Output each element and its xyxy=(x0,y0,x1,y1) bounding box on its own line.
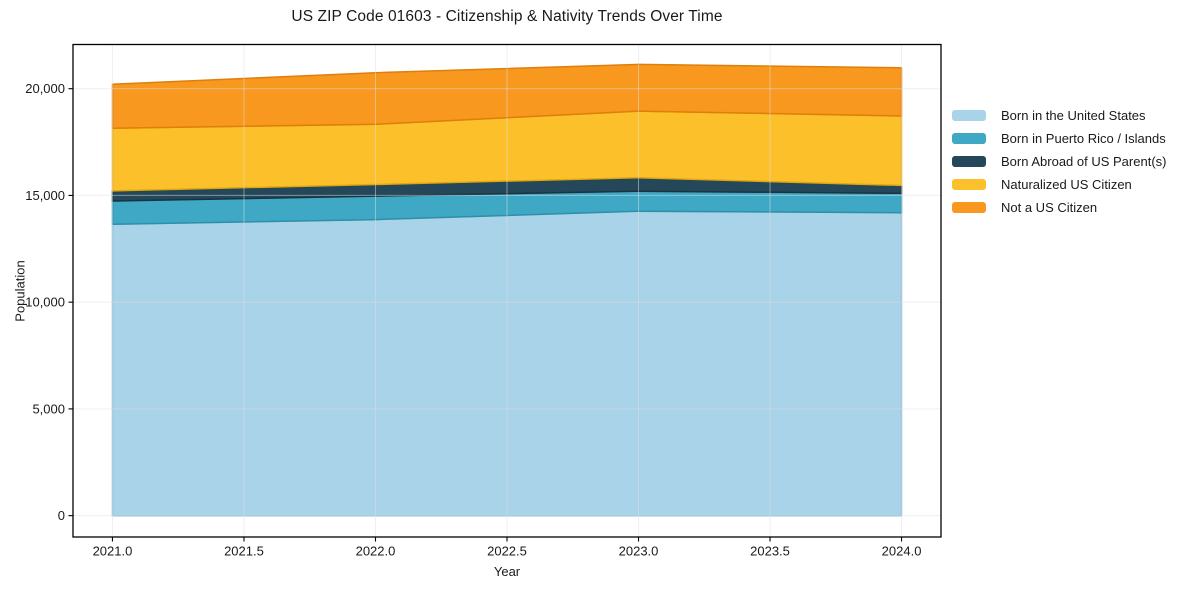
x-tick-label: 2023.0 xyxy=(619,544,659,559)
legend-item: Naturalized US Citizen xyxy=(952,173,1166,196)
legend-label: Not a US Citizen xyxy=(1001,200,1098,215)
legend-swatch xyxy=(952,110,986,121)
x-tick-label: 2022.0 xyxy=(356,544,396,559)
legend-label: Born in the United States xyxy=(1001,108,1146,123)
legend: Born in the United States Born in Puerto … xyxy=(952,104,1166,219)
y-tick-label: 20,000 xyxy=(25,81,65,96)
x-tick-label: 2021.5 xyxy=(224,544,264,559)
legend-item: Not a US Citizen xyxy=(952,196,1166,219)
y-tick-label: 10,000 xyxy=(25,295,65,310)
legend-swatch xyxy=(952,156,986,167)
y-tick-label: 0 xyxy=(58,508,65,523)
legend-swatch xyxy=(952,202,986,213)
y-tick-label: 5,000 xyxy=(32,401,65,416)
chart-title: US ZIP Code 01603 - Citizenship & Nativi… xyxy=(291,8,723,25)
y-tick-label: 15,000 xyxy=(25,188,65,203)
x-tick-label: 2023.5 xyxy=(750,544,790,559)
legend-item: Born Abroad of US Parent(s) xyxy=(952,150,1166,173)
legend-label: Born in Puerto Rico / Islands xyxy=(1001,131,1166,146)
legend-swatch xyxy=(952,179,986,190)
legend-item: Born in Puerto Rico / Islands xyxy=(952,127,1166,150)
x-tick-label: 2021.0 xyxy=(93,544,133,559)
x-tick-label: 2022.5 xyxy=(487,544,527,559)
x-tick-label: 2024.0 xyxy=(882,544,922,559)
legend-item: Born in the United States xyxy=(952,104,1166,127)
y-axis-label: Population xyxy=(12,260,28,322)
legend-swatch xyxy=(952,133,986,144)
legend-label: Born Abroad of US Parent(s) xyxy=(1001,154,1167,169)
x-axis-label: Year xyxy=(493,564,521,579)
legend-label: Naturalized US Citizen xyxy=(1001,177,1132,192)
